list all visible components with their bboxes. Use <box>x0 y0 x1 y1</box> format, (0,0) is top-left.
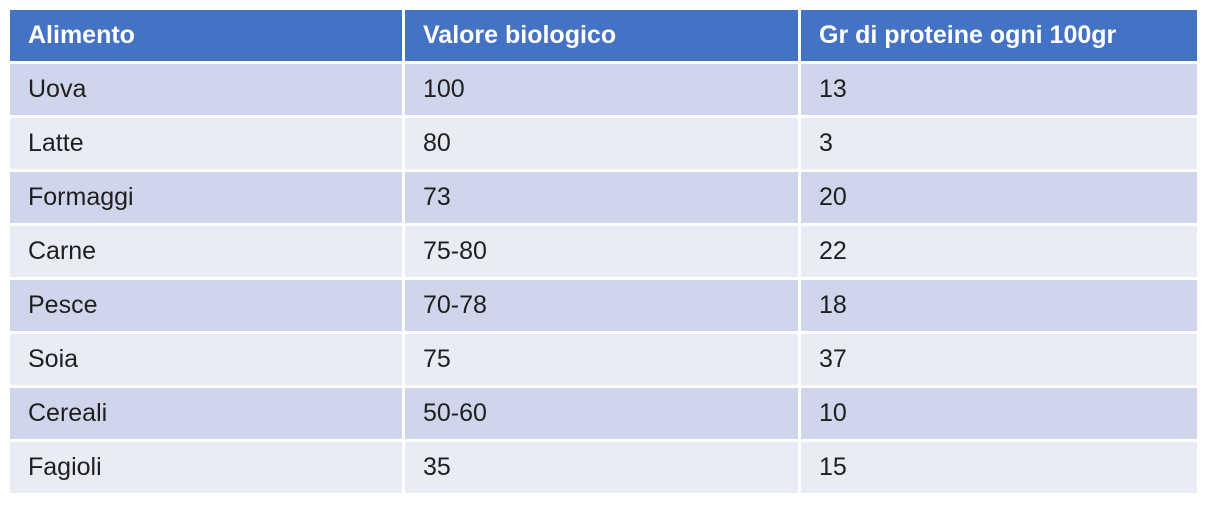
cell-gr-proteine: 20 <box>801 172 1197 223</box>
cell-gr-proteine: 22 <box>801 226 1197 277</box>
cell-valore-biologico: 50-60 <box>405 388 798 439</box>
protein-table: Alimento Valore biologico Gr di proteine… <box>7 7 1200 496</box>
header-row: Alimento Valore biologico Gr di proteine… <box>10 10 1197 61</box>
table-row: Pesce 70-78 18 <box>10 280 1197 331</box>
table-row: Formaggi 73 20 <box>10 172 1197 223</box>
cell-gr-proteine: 3 <box>801 118 1197 169</box>
cell-valore-biologico: 75-80 <box>405 226 798 277</box>
table-body: Uova 100 13 Latte 80 3 Formaggi 73 20 Ca… <box>10 64 1197 493</box>
cell-valore-biologico: 70-78 <box>405 280 798 331</box>
cell-valore-biologico: 100 <box>405 64 798 115</box>
cell-alimento: Uova <box>10 64 402 115</box>
cell-alimento: Cereali <box>10 388 402 439</box>
column-header-gr-proteine: Gr di proteine ogni 100gr <box>801 10 1197 61</box>
table-row: Cereali 50-60 10 <box>10 388 1197 439</box>
cell-valore-biologico: 80 <box>405 118 798 169</box>
cell-gr-proteine: 10 <box>801 388 1197 439</box>
table-row: Soia 75 37 <box>10 334 1197 385</box>
cell-gr-proteine: 13 <box>801 64 1197 115</box>
table-header: Alimento Valore biologico Gr di proteine… <box>10 10 1197 61</box>
cell-gr-proteine: 18 <box>801 280 1197 331</box>
cell-alimento: Fagioli <box>10 442 402 493</box>
cell-alimento: Pesce <box>10 280 402 331</box>
cell-alimento: Carne <box>10 226 402 277</box>
cell-alimento: Soia <box>10 334 402 385</box>
cell-gr-proteine: 37 <box>801 334 1197 385</box>
table-row: Latte 80 3 <box>10 118 1197 169</box>
protein-table-container: Alimento Valore biologico Gr di proteine… <box>10 10 1200 493</box>
table-row: Carne 75-80 22 <box>10 226 1197 277</box>
cell-alimento: Latte <box>10 118 402 169</box>
table-row: Uova 100 13 <box>10 64 1197 115</box>
column-header-alimento: Alimento <box>10 10 402 61</box>
cell-valore-biologico: 73 <box>405 172 798 223</box>
cell-alimento: Formaggi <box>10 172 402 223</box>
cell-valore-biologico: 75 <box>405 334 798 385</box>
column-header-valore-biologico: Valore biologico <box>405 10 798 61</box>
cell-gr-proteine: 15 <box>801 442 1197 493</box>
table-row: Fagioli 35 15 <box>10 442 1197 493</box>
cell-valore-biologico: 35 <box>405 442 798 493</box>
